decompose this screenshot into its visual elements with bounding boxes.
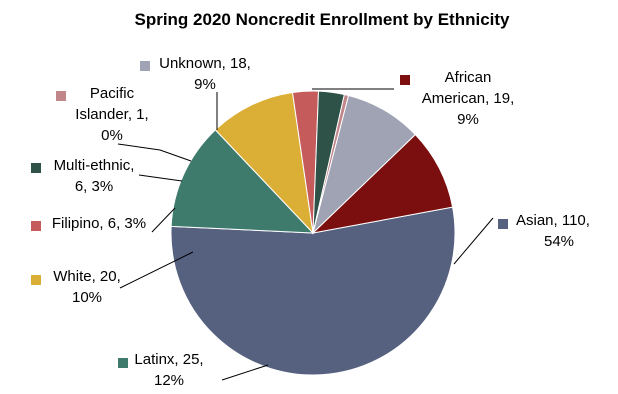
data-label-asian: Asian, 110, 54% — [516, 212, 590, 250]
data-label-african-american: African American, 19, 9% — [422, 69, 515, 128]
data-labels: Asian, 110, 54% Latinx, 25, 12% White, 20, 10… — [31, 55, 590, 389]
label-marker-pacific-islander — [56, 91, 66, 101]
data-label-filipino: Filipino, 6, 3% — [52, 215, 146, 232]
leader-line-white — [119, 251, 194, 289]
label-marker-asian — [498, 219, 508, 229]
data-label-line: African — [445, 69, 492, 86]
leader-line-filipino — [151, 207, 176, 233]
leader-line-multi-ethnic — [138, 174, 183, 182]
pie-slice-african-american — [311, 133, 454, 234]
data-label-line: Asian, 110, — [516, 212, 590, 229]
data-label-line: 9% — [194, 76, 216, 93]
label-marker-african-american — [400, 75, 410, 85]
chart-title: Spring 2020 Noncredit Enrollment by Ethn… — [134, 10, 510, 29]
data-label-line: Latinx, 25, — [134, 351, 203, 368]
data-label-line: 0% — [101, 127, 123, 144]
label-marker-latinx — [118, 358, 128, 368]
data-label-line: 54% — [544, 233, 574, 250]
data-label-line: 10% — [72, 289, 102, 306]
data-label-latinx: Latinx, 25, 12% — [134, 351, 203, 389]
label-marker-multi-ethnic — [31, 163, 41, 173]
data-label-line: Filipino, 6, 3% — [52, 215, 146, 232]
data-label-pacific-islander: Pacific Islander, 1, 0% — [75, 85, 148, 144]
data-label-white: White, 20, 10% — [53, 268, 121, 306]
leader-lines — [117, 88, 494, 381]
pie-slice-latinx — [170, 129, 315, 234]
data-label-line: White, 20, — [53, 268, 121, 285]
data-label-line: Islander, 1, — [75, 106, 148, 123]
label-marker-filipino — [31, 221, 41, 231]
data-label-line: 12% — [154, 372, 184, 389]
data-label-line: Unknown, 18, — [159, 55, 251, 72]
pie-slices — [170, 90, 456, 376]
label-marker-unknown — [140, 61, 150, 71]
data-label-multi-ethnic: Multi-ethnic, 6, 3% — [54, 157, 135, 195]
data-label-line: American, 19, — [422, 90, 515, 107]
data-label-line: 6, 3% — [75, 178, 113, 195]
leader-line-latinx — [221, 364, 269, 381]
data-label-line: Multi-ethnic, — [54, 157, 135, 174]
label-marker-white — [31, 275, 41, 285]
data-label-unknown: Unknown, 18, 9% — [159, 55, 251, 93]
leader-line-asian — [453, 217, 494, 265]
pie-slice-asian — [170, 206, 456, 376]
data-label-line: Pacific — [90, 85, 135, 102]
data-label-line: 9% — [457, 111, 479, 128]
leader-line-pacific-islander — [117, 143, 192, 162]
